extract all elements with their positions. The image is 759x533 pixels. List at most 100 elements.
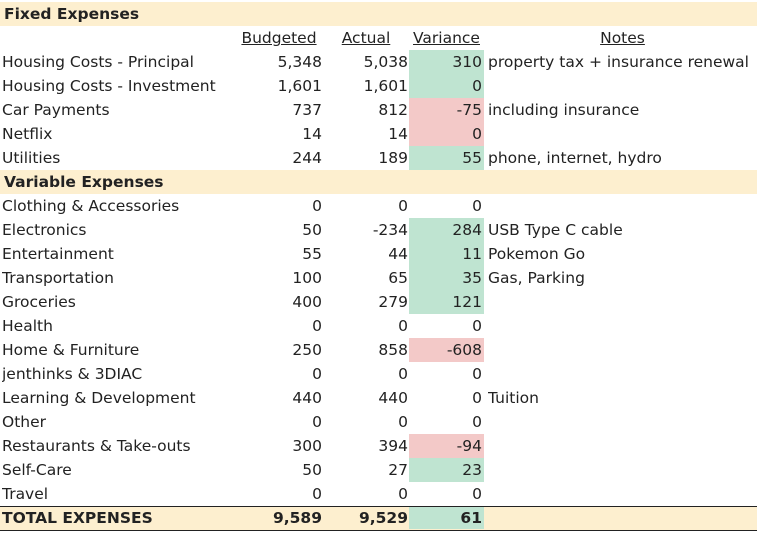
category-cell[interactable]: Other [2,413,47,431]
actual-cell[interactable]: 0 [398,365,408,383]
category-cell[interactable]: Travel [2,485,49,503]
notes-cell[interactable] [488,362,757,386]
notes-cell[interactable] [488,194,757,218]
category-cell[interactable]: Health [2,317,53,335]
category-cell[interactable]: Home & Furniture [2,341,140,359]
budgeted-column-header[interactable]: Budgeted [241,29,317,47]
budgeted-cell[interactable]: 250 [292,341,322,359]
notes-cell[interactable]: Tuition [488,389,539,407]
variance-cell[interactable]: 23 [409,458,484,482]
budgeted-cell[interactable]: 0 [312,485,322,503]
total-budgeted-cell[interactable]: 9,589 [272,509,322,527]
budgeted-cell[interactable]: 5,348 [277,53,322,71]
category-cell[interactable]: Utilities [2,149,61,167]
notes-cell[interactable]: phone, internet, hydro [488,149,662,167]
category-cell[interactable]: Entertainment [2,245,114,263]
notes-cell[interactable] [488,74,757,98]
actual-cell[interactable]: 27 [388,461,408,479]
category-cell[interactable]: Learning & Development [2,389,196,407]
notes-cell[interactable]: USB Type C cable [488,221,623,239]
actual-cell[interactable]: 440 [378,389,408,407]
variance-cell[interactable]: 0 [472,365,482,383]
budgeted-cell[interactable]: 0 [312,197,322,215]
category-cell[interactable]: Groceries [2,293,76,311]
table-row: Other 0 0 0 [0,410,757,434]
actual-cell[interactable]: 5,038 [363,53,408,71]
variance-cell[interactable]: 0 [409,122,484,146]
notes-cell[interactable] [488,458,757,482]
notes-cell[interactable]: property tax + insurance renewal [488,53,749,71]
actual-cell[interactable]: 0 [398,317,408,335]
actual-cell[interactable]: 0 [398,413,408,431]
variance-cell[interactable]: -75 [409,98,484,122]
variance-cell[interactable]: 0 [409,74,484,98]
total-actual-cell[interactable]: 9,529 [358,509,408,527]
actual-cell[interactable]: 44 [388,245,408,263]
variance-cell[interactable]: 35 [409,266,484,290]
variance-cell[interactable]: 55 [409,146,484,170]
category-cell[interactable]: jenthinks & 3DIAC [2,365,143,383]
actual-cell[interactable]: 394 [378,437,408,455]
category-cell[interactable]: Netflix [2,125,53,143]
notes-cell[interactable] [488,314,757,338]
variance-cell[interactable]: 284 [409,218,484,242]
actual-cell[interactable]: 858 [378,341,408,359]
notes-cell[interactable] [488,290,757,314]
notes-cell[interactable]: Gas, Parking [488,269,585,287]
notes-cell[interactable] [488,122,757,146]
actual-cell[interactable]: 279 [378,293,408,311]
variance-cell[interactable]: 121 [409,290,484,314]
actual-cell[interactable]: 65 [388,269,408,287]
variance-cell[interactable]: 310 [409,50,484,74]
budgeted-cell[interactable]: 300 [292,437,322,455]
notes-column-header[interactable]: Notes [600,29,645,47]
category-cell[interactable]: Car Payments [2,101,110,119]
budgeted-cell[interactable]: 14 [302,125,322,143]
actual-cell[interactable]: 0 [398,197,408,215]
budgeted-cell[interactable]: 737 [292,101,322,119]
total-variance-cell[interactable]: 61 [409,507,484,529]
category-cell[interactable]: Transportation [2,269,114,287]
variance-column-header[interactable]: Variance [413,29,480,47]
budgeted-cell[interactable]: 50 [302,221,322,239]
budgeted-cell[interactable]: 0 [312,413,322,431]
budgeted-cell[interactable]: 244 [292,149,322,167]
actual-cell[interactable]: 14 [388,125,408,143]
variance-cell[interactable]: 0 [472,485,482,503]
variance-cell[interactable]: 0 [472,389,482,407]
category-cell[interactable]: Clothing & Accessories [2,197,180,215]
notes-cell[interactable]: including insurance [488,101,640,119]
actual-cell[interactable]: 812 [378,101,408,119]
total-label[interactable]: TOTAL EXPENSES [2,509,153,527]
actual-cell[interactable]: 1,601 [363,77,408,95]
notes-cell[interactable] [488,482,757,506]
category-cell[interactable]: Electronics [2,221,87,239]
actual-cell[interactable]: -234 [372,221,408,239]
variance-cell[interactable]: -608 [409,338,484,362]
notes-cell[interactable] [488,434,757,458]
category-cell[interactable]: Housing Costs - Principal [2,53,194,71]
variance-cell[interactable]: -94 [409,434,484,458]
actual-cell[interactable]: 0 [398,485,408,503]
category-cell[interactable]: Housing Costs - Investment [2,77,216,95]
notes-cell[interactable]: Pokemon Go [488,245,586,263]
variance-cell[interactable]: 0 [472,413,482,431]
category-cell[interactable]: Restaurants & Take-outs [2,437,191,455]
variance-cell[interactable]: 0 [472,317,482,335]
variance-cell[interactable]: 11 [409,242,484,266]
actual-cell[interactable]: 189 [378,149,408,167]
budgeted-cell[interactable]: 400 [292,293,322,311]
budgeted-cell[interactable]: 0 [312,365,322,383]
category-cell[interactable]: Self-Care [2,461,72,479]
budgeted-cell[interactable]: 440 [292,389,322,407]
variance-cell[interactable]: 0 [472,197,482,215]
notes-cell[interactable] [488,410,757,434]
budgeted-cell[interactable]: 100 [292,269,322,287]
budgeted-cell[interactable]: 1,601 [277,77,322,95]
notes-cell[interactable] [488,338,757,362]
table-row: Self-Care 50 27 23 [0,458,757,482]
budgeted-cell[interactable]: 55 [302,245,322,263]
actual-column-header[interactable]: Actual [341,29,391,47]
budgeted-cell[interactable]: 0 [312,317,322,335]
budgeted-cell[interactable]: 50 [302,461,322,479]
